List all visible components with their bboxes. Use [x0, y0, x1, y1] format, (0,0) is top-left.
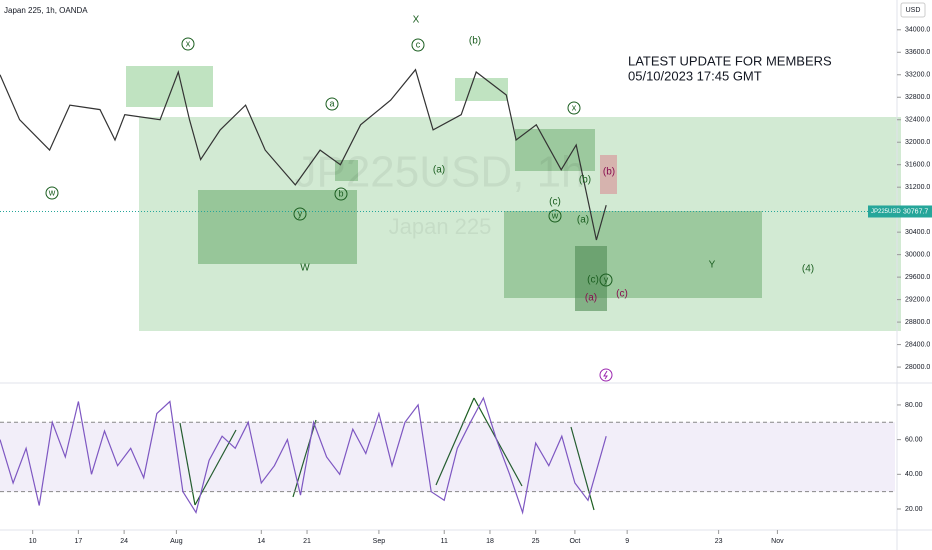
wave-label: w — [48, 187, 56, 197]
wave-label: (b) — [603, 167, 615, 178]
y-tick-label: 32400.0 — [905, 117, 930, 124]
wave-label: b — [338, 188, 343, 198]
note-line: 05/10/2023 17:45 GMT — [628, 68, 762, 83]
wave-circle — [599, 273, 613, 287]
icon[interactable] — [599, 368, 613, 382]
wave-circle — [567, 101, 581, 115]
series-line — [0, 68, 607, 241]
event-icon-bolt — [603, 370, 608, 380]
trend-line — [570, 426, 595, 511]
y-tick-label: 34000.0 — [905, 27, 930, 34]
wave-label: (b) — [579, 175, 591, 186]
wave-circle — [293, 207, 307, 221]
x-tick-label: 18 — [486, 538, 494, 545]
y-tick-label: 60.00 — [905, 436, 923, 443]
zone — [600, 155, 617, 194]
wave-label: x — [186, 38, 191, 48]
y-tick-label: 80.00 — [905, 402, 923, 409]
wave-circle — [181, 37, 195, 51]
y-tick-label: 20.00 — [905, 506, 923, 513]
y-tick-label: 28400.0 — [905, 341, 930, 348]
wave-label: (4) — [802, 264, 814, 275]
x-tick-label: 24 — [120, 538, 128, 545]
currency-box — [900, 2, 926, 18]
y-tick-label: 33200.0 — [905, 72, 930, 79]
wave-label: x — [572, 102, 577, 112]
wave-label: (b) — [469, 36, 481, 47]
x-tick-label: Aug — [170, 538, 183, 545]
wave-circle — [411, 38, 425, 52]
wave-label: y — [298, 208, 303, 218]
y-tick-label: 32000.0 — [905, 139, 930, 146]
symbol-info: Japan 225, 1h, OANDA — [4, 6, 88, 15]
y-tick-label: 29600.0 — [905, 274, 930, 281]
y-tick-label: 32800.0 — [905, 94, 930, 101]
rsi-band — [0, 422, 895, 492]
last-price-value: 30767.7 — [903, 208, 928, 215]
zone — [126, 66, 213, 107]
series-line — [0, 396, 607, 515]
x-tick-label: 23 — [715, 538, 723, 545]
x-tick-label: 25 — [532, 538, 540, 545]
zone — [198, 190, 357, 264]
y-tick-label: 28000.0 — [905, 364, 930, 371]
trend-line — [435, 397, 475, 486]
last-price-symbol: JP225USD — [871, 209, 901, 215]
event-icon[interactable] — [599, 368, 613, 382]
zone — [575, 246, 607, 311]
x-tick-label: Oct — [569, 538, 580, 545]
wave-circle — [548, 209, 562, 223]
y-tick-label: 30000.0 — [905, 251, 930, 258]
x-tick-label: Sep — [373, 538, 386, 545]
wave-label: (a) — [585, 293, 597, 304]
last-price-box — [868, 205, 932, 218]
wave-label: (c) — [616, 289, 628, 300]
wave-label: (a) — [577, 215, 589, 226]
x-tick-label: 14 — [257, 538, 265, 545]
x-tick-label: 21 — [303, 538, 311, 545]
wave-label: a — [329, 98, 334, 108]
zones — [126, 66, 901, 331]
y-tick-label: 28800.0 — [905, 319, 930, 326]
wave-circle — [45, 186, 59, 200]
wave-label: (c) — [549, 197, 561, 208]
y-tick-label: 33600.0 — [905, 49, 930, 56]
y-tick-label: 31200.0 — [905, 184, 930, 191]
x-tick-label: 9 — [625, 538, 629, 545]
note-line: LATEST UPDATE FOR MEMBERS — [628, 53, 832, 68]
wave-label: c — [416, 39, 421, 49]
x-tick-label: 11 — [441, 538, 448, 545]
wave-circle — [325, 97, 339, 111]
y-tick-label: 30400.0 — [905, 229, 930, 236]
x-tick-label: Nov — [771, 538, 784, 545]
wave-label: (c) — [587, 275, 599, 286]
y-tick-label: 31600.0 — [905, 162, 930, 169]
zone — [504, 211, 762, 298]
y-tick-label: 40.00 — [905, 471, 923, 478]
zone — [515, 129, 595, 171]
x-tick-label: 10 — [29, 538, 37, 545]
wave-label: W — [300, 263, 310, 274]
x-tick-label: 17 — [74, 538, 82, 545]
wave-label: w — [551, 210, 559, 220]
y-tick-label: 29200.0 — [905, 296, 930, 303]
currency: USD — [906, 7, 921, 14]
wave-circle — [334, 187, 348, 201]
wave-label: (a) — [433, 165, 445, 176]
wave-label: y — [604, 274, 609, 284]
wave-label: X — [413, 15, 420, 26]
watermark-sub: Japan 225 — [389, 214, 492, 239]
wave-label: Y — [709, 260, 716, 271]
